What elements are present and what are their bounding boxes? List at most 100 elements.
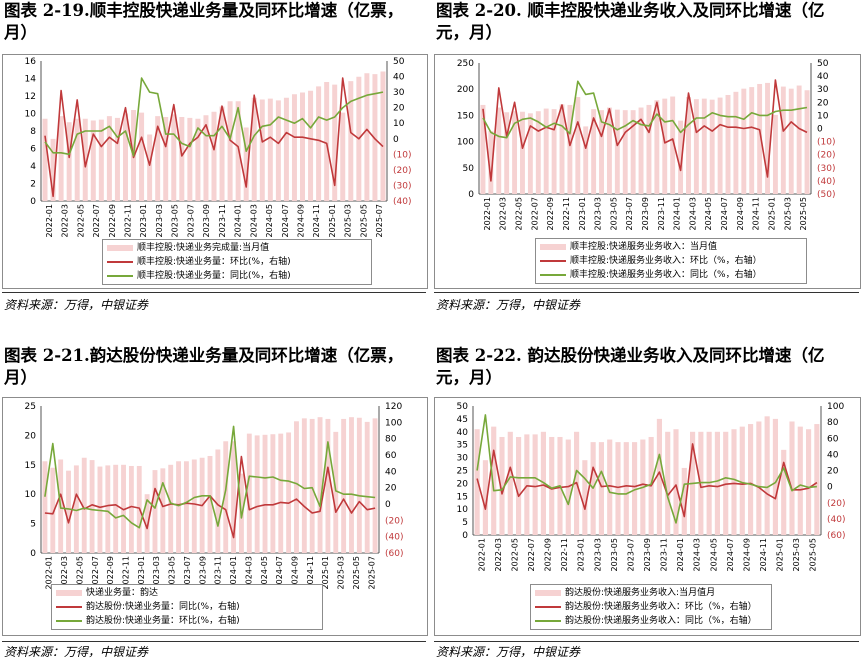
bar xyxy=(673,429,679,535)
bar xyxy=(270,434,276,553)
x-tick-label: 2024-11 xyxy=(752,197,761,230)
bar xyxy=(231,441,237,553)
bar xyxy=(665,431,671,535)
x-tick-label: 2022-01 xyxy=(483,197,492,230)
bar xyxy=(701,98,707,194)
x-tick-label: 2025-03 xyxy=(792,538,801,571)
bar xyxy=(567,104,573,194)
right-axis-tick-label: 30 xyxy=(817,85,829,95)
bar xyxy=(549,436,555,535)
bar xyxy=(614,109,620,194)
x-tick-label: 2024-07 xyxy=(275,556,284,589)
bar xyxy=(203,115,209,201)
bar xyxy=(66,122,72,201)
legend-label: 顺丰控股:快递服务业务收入：环比（%，右轴） xyxy=(570,256,762,266)
right-axis-tick-label: (40) xyxy=(817,177,835,187)
left-axis-tick-label: 35 xyxy=(457,441,468,451)
bar xyxy=(780,86,786,194)
bar xyxy=(105,465,111,553)
bar xyxy=(324,82,330,201)
bar xyxy=(195,118,201,201)
bar xyxy=(662,98,668,194)
bar xyxy=(300,92,306,201)
x-tick-label: 2025-07 xyxy=(367,556,376,589)
bar xyxy=(176,461,181,553)
right-axis-tick-label: (40) xyxy=(393,197,411,207)
right-axis-tick-label: 30 xyxy=(393,88,405,98)
bar xyxy=(599,110,604,194)
bar xyxy=(532,434,538,535)
bar xyxy=(814,424,820,535)
bar xyxy=(183,461,189,553)
x-tick-label: 2022-05 xyxy=(510,538,519,571)
right-axis-tick-label: 80 xyxy=(827,418,839,428)
bar xyxy=(227,101,233,201)
bar xyxy=(332,84,338,201)
bar xyxy=(474,429,480,535)
legend-bar-swatch xyxy=(107,245,133,251)
legend-red-line xyxy=(56,606,82,608)
x-tick-label: 2024-01 xyxy=(676,538,685,571)
x-tick-label: 2024-05 xyxy=(265,204,274,237)
right-axis-tick-label: 10 xyxy=(393,119,405,129)
x-tick-label: 2024-01 xyxy=(234,204,243,237)
left-axis-tick-label: 15 xyxy=(457,492,468,502)
bar xyxy=(638,107,644,194)
bar xyxy=(598,442,604,535)
bar xyxy=(670,96,676,194)
bar xyxy=(139,112,145,201)
bar xyxy=(356,417,362,553)
x-tick-label: 2022-03 xyxy=(60,556,69,589)
x-tick-label: 2023-07 xyxy=(186,204,195,237)
x-tick-label: 2022-07 xyxy=(527,538,536,571)
left-axis-tick-label: 0 xyxy=(30,197,36,207)
bar xyxy=(308,90,314,201)
x-tick-label: 2023-01 xyxy=(139,204,148,237)
bar xyxy=(42,118,48,201)
legend-item-green: 韵达股份:快递服务业务收入：同比（%，右轴） xyxy=(531,614,771,628)
bar xyxy=(512,111,518,194)
x-tick-label: 2024-09 xyxy=(742,538,751,571)
x-tick-label: 2023-03 xyxy=(594,197,603,230)
x-tick-label: 2024-11 xyxy=(312,204,321,237)
bar xyxy=(772,418,778,535)
bar xyxy=(482,460,488,535)
legend-item-bar: 顺丰控股:快递业务完成量:当月值 xyxy=(103,241,371,255)
x-tick-label: 2025-05 xyxy=(809,538,818,571)
left-axis-tick-label: 50 xyxy=(463,164,475,174)
x-tick-label: 2022-09 xyxy=(106,556,115,589)
bar xyxy=(772,114,778,194)
right-axis-tick-label: 60 xyxy=(827,434,839,444)
legend-green-line xyxy=(56,620,82,622)
bar xyxy=(714,431,720,535)
legend-red-line xyxy=(535,606,561,608)
chart-frame: 0 5 10 15 20 25 (60) (40) (20) 0 20 40 60 80 100 120 202… xyxy=(2,397,428,636)
bar xyxy=(211,111,217,201)
bar xyxy=(275,100,281,201)
bar xyxy=(168,464,174,553)
x-tick-label: 2023-11 xyxy=(218,204,227,237)
bar xyxy=(630,110,636,194)
bar xyxy=(551,109,557,194)
bar xyxy=(364,73,370,201)
bar xyxy=(348,81,354,201)
x-tick-label: 2024-05 xyxy=(709,538,718,571)
source-note: 资料来源：万得，中银证券 xyxy=(436,298,581,312)
chart-legend: 快递业务量：韵达 韵达股份:快递业务量：同比(%，右轴) 韵达股份:快递业务量：… xyxy=(51,584,323,630)
x-tick-label: 2023-07 xyxy=(625,197,634,230)
bar xyxy=(243,127,249,201)
legend-label: 顺丰控股:快递业务量：环比(%，右轴) xyxy=(137,257,291,267)
chart-title: 图表 2-22. 韵达股份快递业务收入及同环比增速（亿元，月） xyxy=(436,346,825,387)
bar xyxy=(543,108,549,194)
legend-green-line xyxy=(535,620,561,622)
bar xyxy=(582,460,588,535)
right-axis-tick-label: (40) xyxy=(827,515,845,525)
bar xyxy=(187,117,193,201)
bar xyxy=(106,116,112,201)
x-tick-label: 2023-03 xyxy=(152,556,161,589)
legend-red-line xyxy=(107,261,133,263)
source-rule xyxy=(434,292,859,293)
x-tick-label: 2022-09 xyxy=(108,204,117,237)
bar xyxy=(372,418,378,553)
yoy-line xyxy=(44,77,384,157)
